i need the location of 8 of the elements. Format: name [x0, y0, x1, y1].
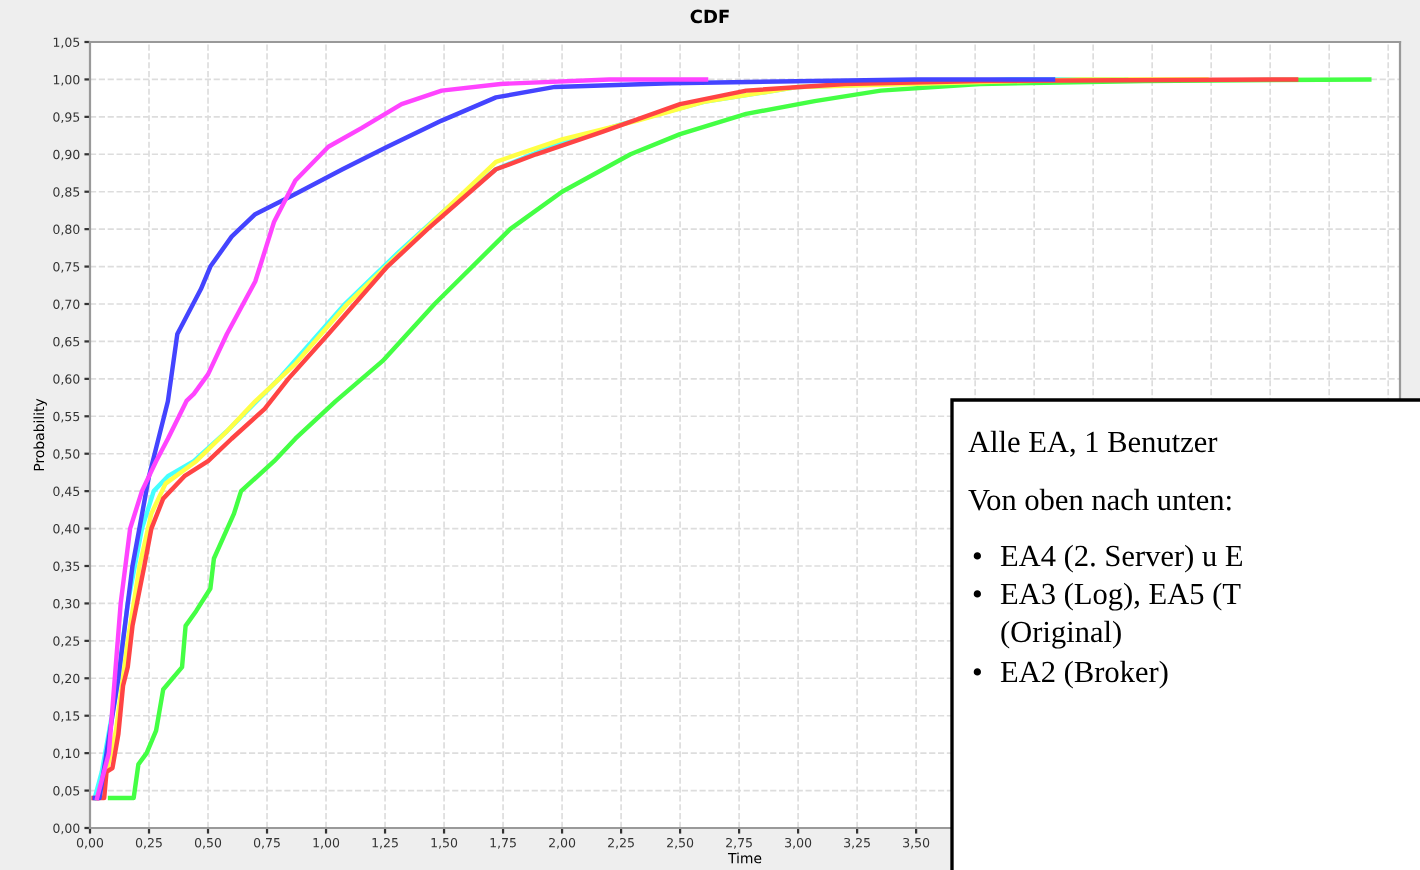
chart-title: CDF — [690, 9, 729, 24]
annotation: • EA4 (2. Server) u E — [973, 544, 1242, 573]
annotation: Von oben nach unten: — [968, 488, 1231, 511]
annotation: (Original) — [1001, 620, 1121, 649]
line-series — [94, 77, 709, 801]
annotation: • EA2 (Broker) — [973, 660, 1168, 689]
annotation: Alle EA, 1 Benutzer — [968, 430, 1218, 457]
annotation: • EA3 (Log), EA5 (T — [973, 582, 1241, 611]
